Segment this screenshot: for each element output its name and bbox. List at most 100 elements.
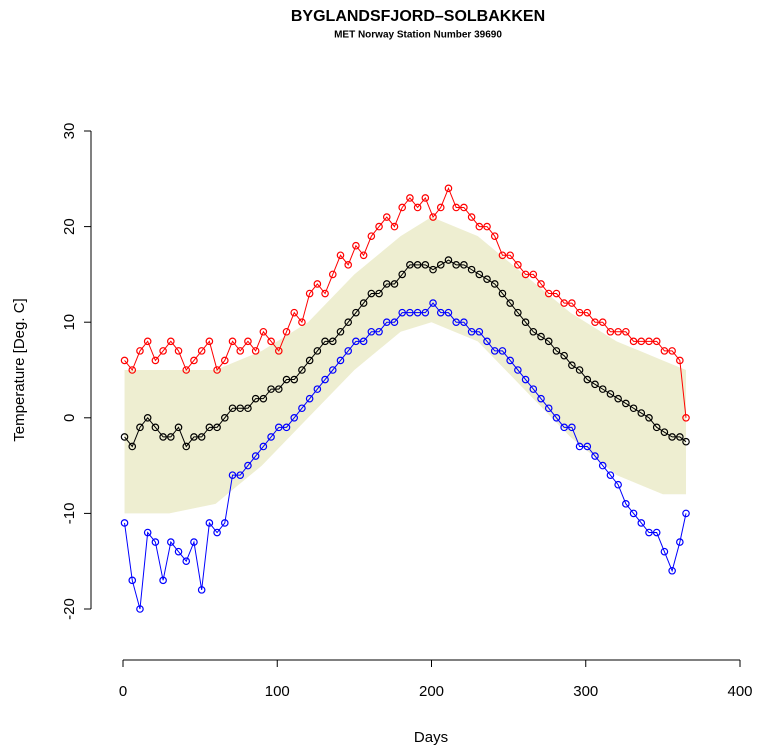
point [213, 423, 221, 432]
point [467, 213, 476, 221]
point [336, 251, 345, 260]
point [637, 409, 646, 417]
point [259, 442, 268, 451]
point [174, 423, 183, 432]
point [622, 399, 630, 408]
point [413, 203, 422, 212]
point [251, 394, 260, 403]
point [498, 251, 507, 260]
point [568, 299, 576, 307]
point [151, 538, 160, 546]
point [483, 337, 491, 346]
point [598, 461, 607, 470]
y-tick-label: -20 [61, 598, 78, 620]
point [305, 289, 314, 298]
x-tick-label: 0 [119, 683, 127, 700]
point [344, 318, 353, 327]
point [598, 318, 607, 327]
point [668, 347, 676, 355]
point [174, 347, 183, 355]
point [321, 337, 329, 346]
point [514, 366, 522, 374]
point [622, 500, 630, 508]
point [591, 452, 599, 460]
point [375, 222, 383, 231]
point [436, 261, 445, 269]
point [652, 528, 661, 537]
point [413, 308, 422, 317]
point [213, 528, 221, 537]
point [622, 327, 630, 336]
point [167, 337, 175, 346]
point [328, 270, 337, 279]
y-tick-label: 10 [61, 314, 78, 331]
point [367, 327, 376, 336]
point [352, 308, 360, 317]
point [483, 222, 491, 231]
point [452, 203, 460, 212]
x-tick-label: 400 [727, 683, 752, 700]
point [660, 428, 669, 436]
point [629, 404, 638, 413]
point [544, 337, 553, 346]
point [429, 213, 437, 221]
series-line [124, 259, 687, 448]
point [521, 270, 530, 279]
series-line [124, 187, 687, 418]
point [336, 327, 345, 336]
point [652, 337, 661, 346]
point [544, 404, 553, 413]
point [552, 413, 561, 422]
point [382, 213, 391, 221]
point [274, 347, 283, 355]
point [352, 337, 360, 346]
point [429, 265, 437, 274]
point [460, 261, 468, 269]
point [136, 347, 144, 355]
point [637, 519, 646, 527]
point [568, 361, 576, 370]
point [244, 337, 252, 346]
point [398, 203, 406, 212]
point [668, 566, 676, 575]
point [629, 337, 638, 346]
point [398, 308, 406, 317]
point [560, 423, 568, 432]
point [560, 299, 568, 307]
point [367, 289, 376, 298]
point [151, 356, 160, 365]
point [128, 442, 137, 451]
point [159, 433, 167, 441]
chart-title: BYGLANDSFJORD–SOLBAKKEN [291, 8, 545, 25]
point [197, 347, 206, 355]
point [660, 347, 669, 355]
point [606, 390, 615, 398]
point [444, 256, 453, 264]
point [583, 308, 592, 317]
point [537, 332, 545, 341]
point [467, 327, 476, 336]
point [321, 289, 329, 298]
point [359, 337, 368, 346]
point [390, 318, 399, 327]
point [467, 265, 476, 274]
point [375, 289, 383, 298]
point [460, 203, 468, 212]
point [682, 413, 690, 422]
point [537, 394, 545, 403]
point [236, 471, 245, 479]
point [128, 576, 137, 585]
point [375, 327, 383, 336]
point [591, 380, 599, 389]
point [174, 547, 183, 556]
point [221, 413, 229, 422]
point [583, 375, 592, 384]
point [682, 437, 690, 446]
point [575, 308, 584, 317]
point [575, 366, 584, 374]
point [259, 327, 268, 336]
point [359, 299, 368, 307]
point [267, 433, 275, 441]
point [313, 280, 322, 288]
point [490, 347, 499, 355]
